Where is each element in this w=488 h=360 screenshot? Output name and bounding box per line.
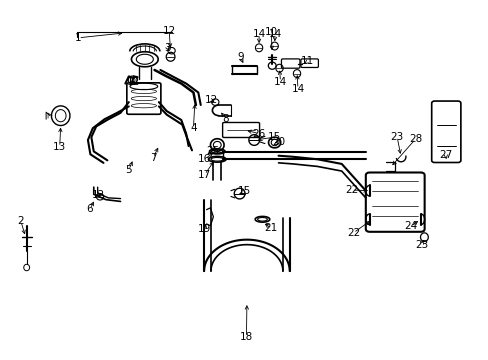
Text: 19: 19: [198, 224, 211, 234]
Text: 6: 6: [86, 204, 93, 214]
Text: 9: 9: [237, 53, 244, 63]
Text: 4: 4: [190, 123, 196, 133]
Text: 22: 22: [344, 185, 357, 195]
Text: 23: 23: [390, 132, 403, 142]
Text: 13: 13: [53, 142, 66, 152]
Text: 15: 15: [267, 132, 281, 142]
Text: 23: 23: [414, 240, 427, 250]
Text: 14: 14: [252, 28, 265, 39]
Text: 24: 24: [404, 221, 417, 231]
Text: 12: 12: [162, 26, 175, 36]
Text: 12: 12: [92, 190, 105, 200]
Text: 8: 8: [222, 113, 229, 123]
Text: 11: 11: [301, 57, 314, 66]
Text: 18: 18: [239, 332, 253, 342]
Text: 5: 5: [125, 165, 132, 175]
Text: 12: 12: [204, 95, 218, 105]
Text: 26: 26: [252, 129, 265, 139]
Text: 1: 1: [75, 33, 81, 43]
Text: 20: 20: [271, 137, 285, 147]
Text: 7: 7: [149, 153, 156, 163]
Text: 14: 14: [291, 84, 304, 94]
Text: 25: 25: [205, 147, 219, 157]
Text: 28: 28: [408, 134, 422, 144]
Text: 27: 27: [438, 150, 451, 160]
Text: 14: 14: [268, 28, 281, 39]
Text: 17: 17: [198, 170, 211, 180]
Text: 21: 21: [264, 223, 277, 233]
Text: 3: 3: [164, 43, 171, 53]
Text: 12: 12: [127, 77, 140, 87]
Text: 10: 10: [264, 27, 277, 37]
Text: 15: 15: [237, 186, 251, 197]
Text: 16: 16: [198, 154, 211, 164]
Text: 2: 2: [18, 216, 24, 226]
Text: 22: 22: [346, 228, 359, 238]
Text: 14: 14: [273, 77, 286, 87]
